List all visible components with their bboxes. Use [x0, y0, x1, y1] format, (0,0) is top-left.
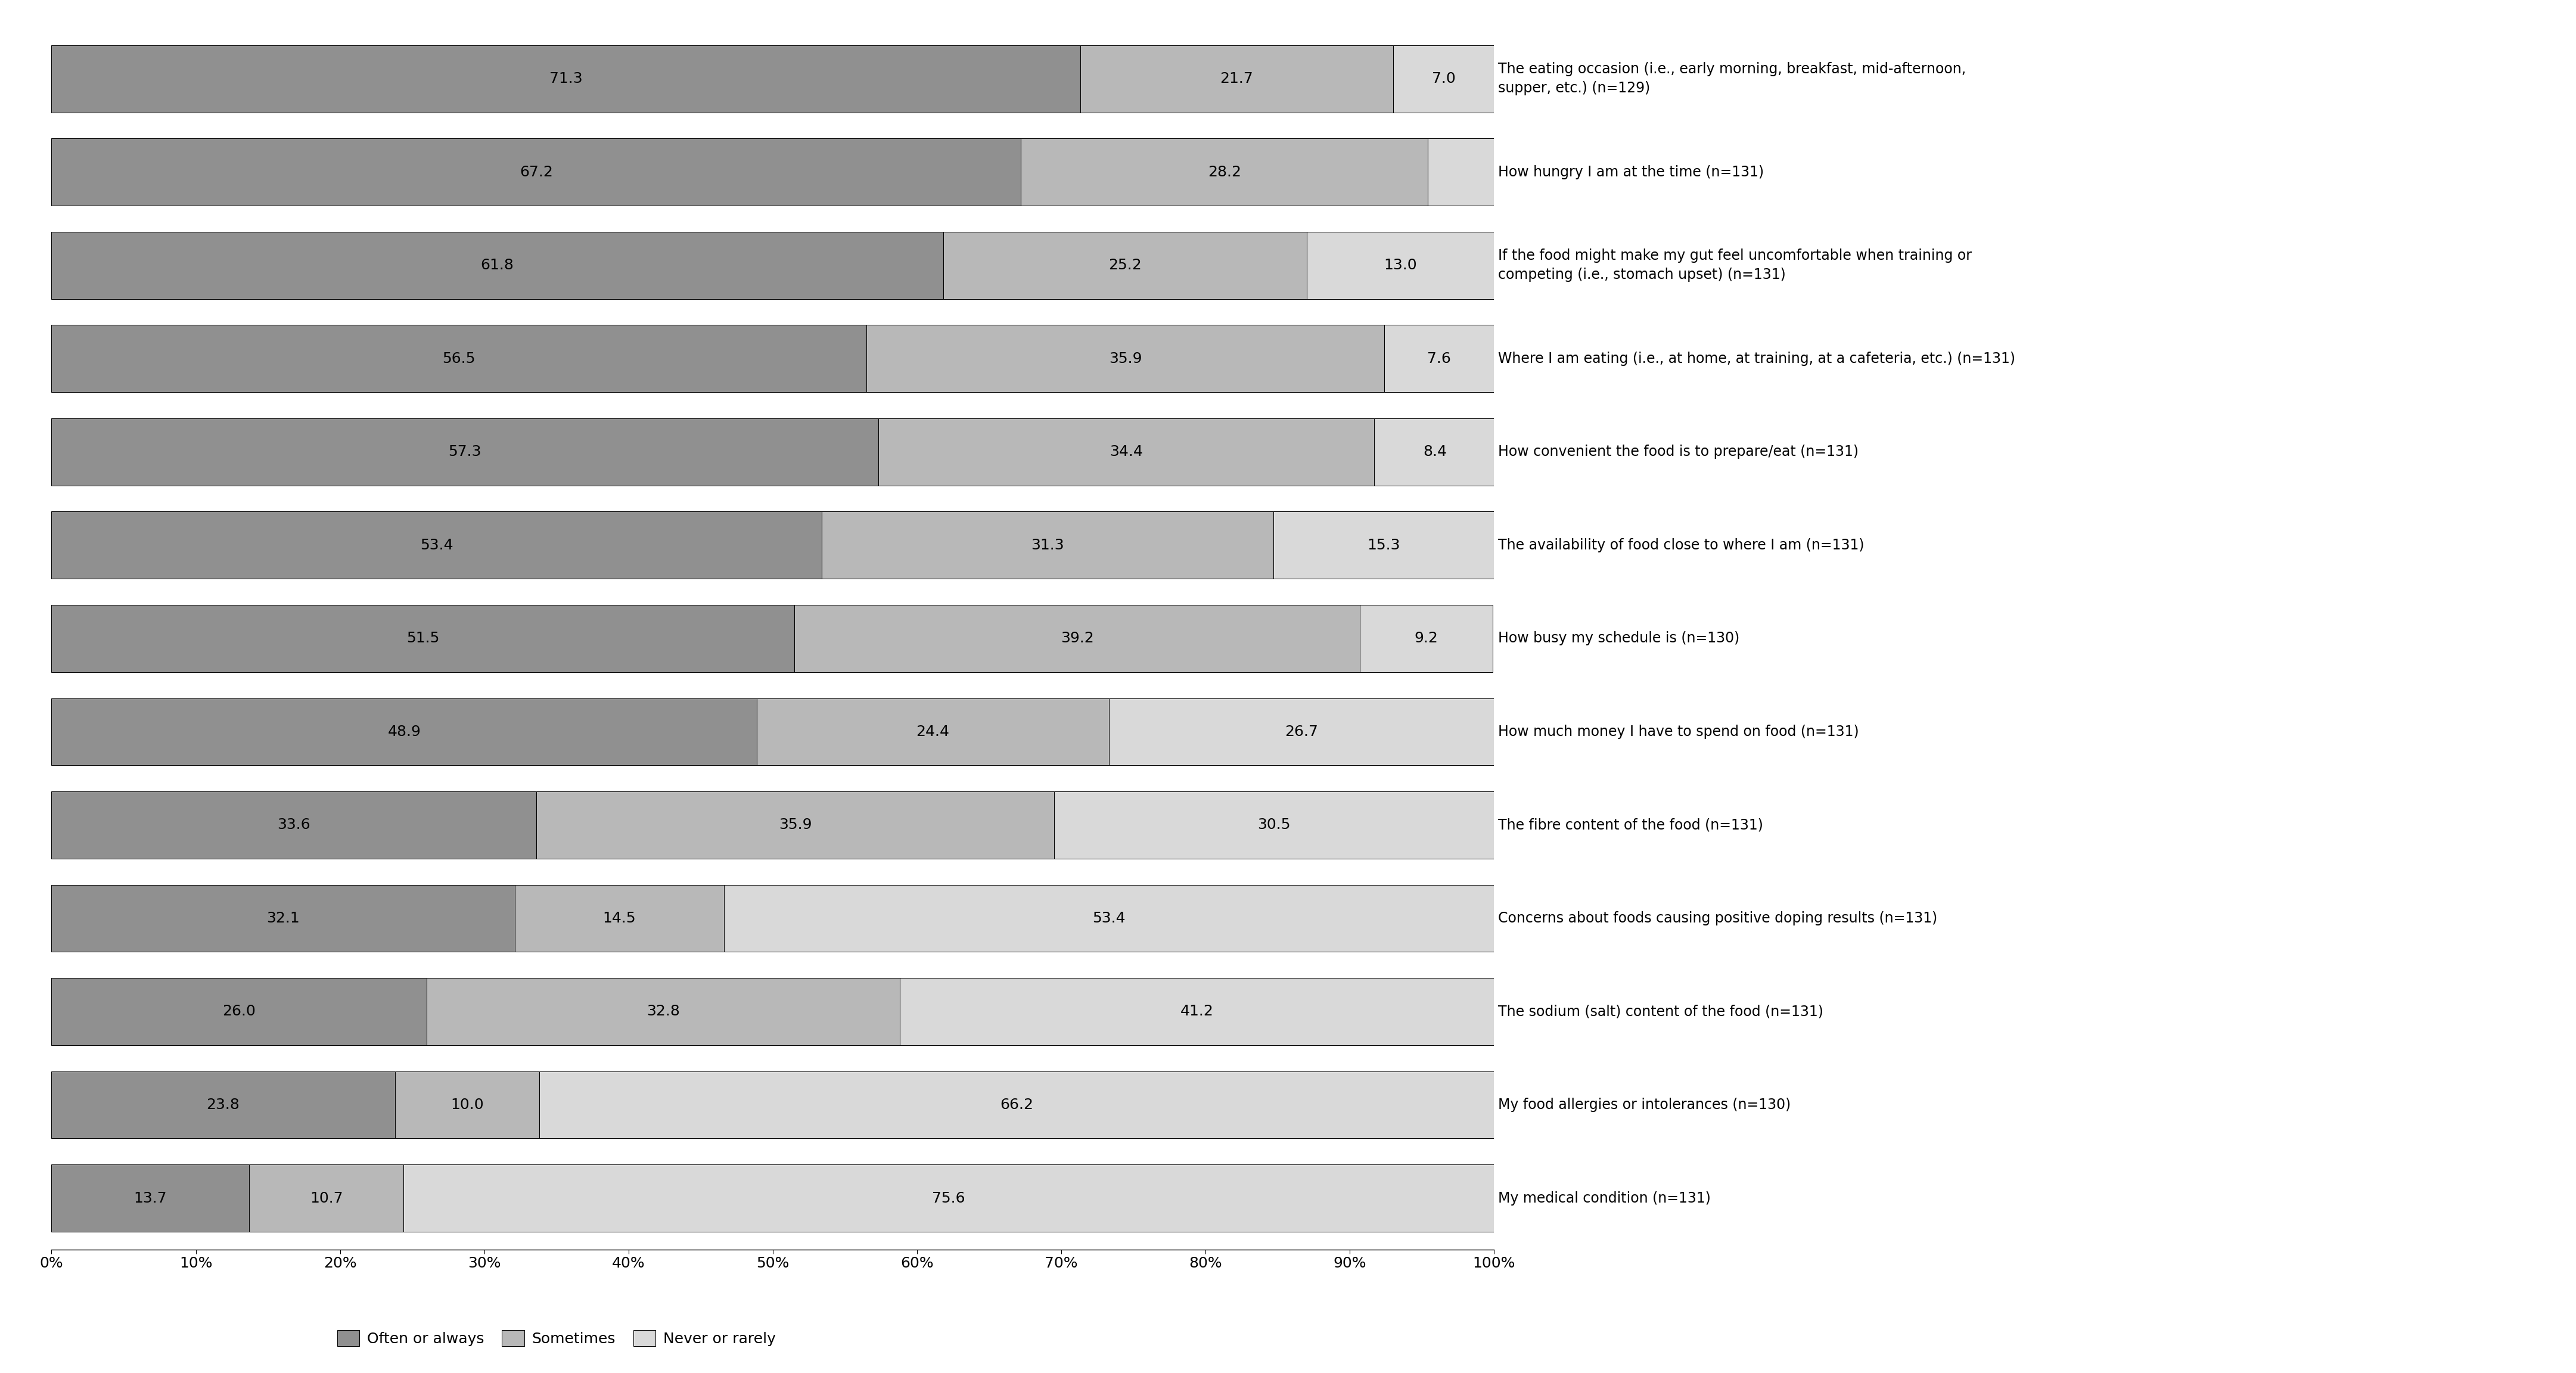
- Text: 53.4: 53.4: [420, 538, 453, 552]
- Bar: [404, 1164, 1494, 1232]
- Bar: [52, 45, 1079, 113]
- Bar: [866, 325, 1383, 393]
- Text: 33.6: 33.6: [278, 818, 312, 832]
- Text: 30.5: 30.5: [1257, 818, 1291, 832]
- Bar: [1394, 45, 1494, 113]
- Bar: [757, 697, 1108, 765]
- Text: 53.4: 53.4: [1092, 912, 1126, 925]
- Bar: [1360, 605, 1492, 671]
- Text: 21.7: 21.7: [1221, 71, 1252, 86]
- Text: 35.9: 35.9: [1110, 351, 1141, 365]
- Bar: [878, 419, 1376, 486]
- Bar: [1054, 791, 1494, 858]
- Text: 31.3: 31.3: [1030, 538, 1064, 552]
- Bar: [52, 791, 536, 858]
- Text: 32.8: 32.8: [647, 1005, 680, 1019]
- Bar: [899, 978, 1494, 1045]
- Bar: [250, 1164, 404, 1232]
- Text: 10.7: 10.7: [309, 1190, 343, 1205]
- Bar: [1079, 45, 1394, 113]
- Text: How busy my schedule is (n=130): How busy my schedule is (n=130): [1499, 632, 1739, 645]
- Bar: [52, 697, 757, 765]
- Bar: [52, 512, 822, 579]
- Text: 7.0: 7.0: [1432, 71, 1455, 86]
- Text: 13.0: 13.0: [1383, 258, 1417, 272]
- Bar: [1108, 697, 1494, 765]
- Bar: [428, 978, 899, 1045]
- Text: 56.5: 56.5: [443, 351, 477, 365]
- Text: 7.6: 7.6: [1427, 351, 1450, 365]
- Bar: [52, 1071, 394, 1138]
- Text: 28.2: 28.2: [1208, 165, 1242, 180]
- Text: 67.2: 67.2: [520, 165, 554, 180]
- Text: 41.2: 41.2: [1180, 1005, 1213, 1019]
- Text: 9.2: 9.2: [1414, 632, 1437, 645]
- Text: 14.5: 14.5: [603, 912, 636, 925]
- Bar: [536, 791, 1054, 858]
- Text: 57.3: 57.3: [448, 445, 482, 459]
- Bar: [1273, 512, 1494, 579]
- Text: 51.5: 51.5: [407, 632, 440, 645]
- Text: The availability of food close to where I am (n=131): The availability of food close to where …: [1499, 538, 1865, 552]
- Text: 75.6: 75.6: [933, 1190, 966, 1205]
- Text: 61.8: 61.8: [482, 258, 515, 272]
- Text: The fibre content of the food (n=131): The fibre content of the food (n=131): [1499, 818, 1765, 832]
- Bar: [1383, 325, 1494, 393]
- Bar: [538, 1071, 1494, 1138]
- Text: 66.2: 66.2: [999, 1097, 1033, 1112]
- Text: 34.4: 34.4: [1110, 445, 1144, 459]
- Text: 15.3: 15.3: [1368, 538, 1401, 552]
- Text: How hungry I am at the time (n=131): How hungry I am at the time (n=131): [1499, 165, 1765, 180]
- Text: 32.1: 32.1: [265, 912, 299, 925]
- Bar: [1376, 419, 1497, 486]
- Text: 13.7: 13.7: [134, 1190, 167, 1205]
- Text: How much money I have to spend on food (n=131): How much money I have to spend on food (…: [1499, 725, 1860, 739]
- Bar: [52, 139, 1020, 206]
- Text: 10.0: 10.0: [451, 1097, 484, 1112]
- Text: 71.3: 71.3: [549, 71, 582, 86]
- Bar: [943, 232, 1306, 299]
- Bar: [1020, 139, 1427, 206]
- Bar: [52, 232, 943, 299]
- Text: How convenient the food is to prepare/eat (n=131): How convenient the food is to prepare/ea…: [1499, 445, 1860, 459]
- Text: Where I am eating (i.e., at home, at training, at a cafeteria, etc.) (n=131): Where I am eating (i.e., at home, at tra…: [1499, 351, 2014, 365]
- Bar: [1306, 232, 1494, 299]
- Bar: [52, 605, 793, 671]
- Text: 26.0: 26.0: [222, 1005, 255, 1019]
- Bar: [394, 1071, 538, 1138]
- Bar: [52, 1164, 250, 1232]
- Text: 48.9: 48.9: [386, 725, 420, 739]
- Text: The sodium (salt) content of the food (n=131): The sodium (salt) content of the food (n…: [1499, 1005, 1824, 1019]
- Text: 24.4: 24.4: [917, 725, 951, 739]
- Text: 23.8: 23.8: [206, 1097, 240, 1112]
- Text: Concerns about foods causing positive doping results (n=131): Concerns about foods causing positive do…: [1499, 912, 1937, 925]
- Bar: [1427, 139, 1494, 206]
- Bar: [793, 605, 1360, 671]
- Text: If the food might make my gut feel uncomfortable when training or
competing (i.e: If the food might make my gut feel uncom…: [1499, 249, 1973, 281]
- Bar: [515, 884, 724, 951]
- Bar: [52, 978, 428, 1045]
- Text: 26.7: 26.7: [1285, 725, 1319, 739]
- Bar: [52, 884, 515, 951]
- Bar: [822, 512, 1273, 579]
- Bar: [52, 419, 878, 486]
- Text: My medical condition (n=131): My medical condition (n=131): [1499, 1190, 1710, 1205]
- Text: 8.4: 8.4: [1422, 445, 1448, 459]
- Text: The eating occasion (i.e., early morning, breakfast, mid-afternoon,
supper, etc.: The eating occasion (i.e., early morning…: [1499, 62, 1965, 95]
- Bar: [52, 325, 866, 393]
- Text: 39.2: 39.2: [1061, 632, 1095, 645]
- Text: 35.9: 35.9: [778, 818, 811, 832]
- Text: My food allergies or intolerances (n=130): My food allergies or intolerances (n=130…: [1499, 1097, 1790, 1112]
- Text: 25.2: 25.2: [1108, 258, 1141, 272]
- Bar: [724, 884, 1494, 951]
- Legend: Often or always, Sometimes, Never or rarely: Often or always, Sometimes, Never or rar…: [332, 1324, 781, 1352]
